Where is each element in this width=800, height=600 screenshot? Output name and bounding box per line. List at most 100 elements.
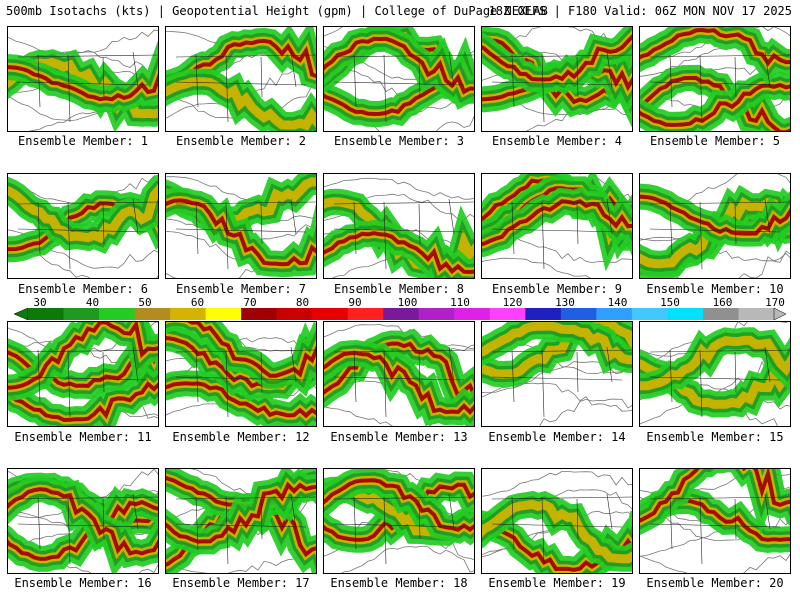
ensemble-member-label: Ensemble Member: 13 — [330, 430, 468, 444]
jet-stream-map — [8, 322, 158, 426]
jet-stream-map — [166, 469, 316, 573]
ensemble-map-panel — [165, 321, 317, 427]
isotach-band — [482, 198, 632, 247]
colorbar-segment — [596, 308, 633, 320]
jet-stream-map — [482, 471, 632, 573]
ensemble-map-panel — [165, 26, 317, 132]
ensemble-map-panel — [323, 173, 475, 279]
colorbar-tick-label: 50 — [138, 296, 152, 309]
height-contour — [482, 257, 618, 278]
map-boundaries — [649, 346, 790, 418]
ensemble-map-panel — [481, 468, 633, 574]
map-boundaries — [175, 51, 316, 123]
isotach-band — [324, 231, 474, 275]
colorbar-segment — [134, 308, 171, 320]
ensemble-map-panel — [7, 321, 159, 427]
ensemble-map-panel — [323, 26, 475, 132]
colorbar-segment — [454, 308, 491, 320]
ensemble-map-panel — [639, 173, 791, 279]
ensemble-member-label: Ensemble Member: 8 — [333, 282, 465, 296]
ensemble-member-label: Ensemble Member: 5 — [649, 134, 781, 148]
ensemble-member-label: Ensemble Member: 20 — [646, 576, 784, 590]
ensemble-map-panel — [481, 173, 633, 279]
jet-stream-map — [324, 27, 474, 131]
ensemble-member-label: Ensemble Member: 4 — [491, 134, 623, 148]
ensemble-map-panel — [639, 468, 791, 574]
colorbar-segment — [63, 308, 100, 320]
isotach-band — [166, 381, 316, 419]
colorbar — [14, 308, 786, 320]
ensemble-map-panel — [7, 468, 159, 574]
map-boundaries — [649, 198, 790, 270]
ensemble-member-label: Ensemble Member: 1 — [17, 134, 149, 148]
map-boundaries — [17, 198, 158, 270]
map-boundaries — [649, 493, 790, 565]
ensemble-member-label: Ensemble Member: 9 — [491, 282, 623, 296]
colorbar-tick-label: 140 — [607, 296, 628, 309]
map-boundaries — [649, 51, 790, 123]
isotach-band — [8, 487, 158, 556]
ensemble-map-panel — [7, 26, 159, 132]
map-boundaries — [333, 493, 474, 565]
isotach-band — [166, 198, 316, 267]
ensemble-map-panel — [481, 26, 633, 132]
ensemble-member-label: Ensemble Member: 15 — [646, 430, 784, 444]
colorbar-segment — [241, 308, 278, 320]
jet-stream-map — [8, 29, 158, 131]
jet-stream-map — [324, 469, 474, 573]
isotach-band — [166, 77, 316, 131]
colorbar-max-arrow — [773, 308, 786, 320]
ensemble-member-label: Ensemble Member: 11 — [14, 430, 152, 444]
jet-stream-map — [640, 27, 790, 131]
height-contour — [8, 29, 158, 55]
map-boundaries — [491, 51, 632, 123]
height-contour — [482, 471, 632, 497]
height-contour — [539, 398, 632, 426]
isotach-band — [482, 322, 632, 365]
jet-stream-map — [166, 174, 316, 278]
isotach-band — [640, 469, 790, 523]
isotach-band — [482, 34, 632, 82]
ensemble-member-label: Ensemble Member: 12 — [172, 430, 310, 444]
ensemble-map-panel — [165, 173, 317, 279]
colorbar-tick-label: 90 — [348, 296, 362, 309]
map-boundaries — [17, 51, 158, 123]
colorbar-segment — [631, 308, 668, 320]
ensemble-member-label: Ensemble Member: 6 — [17, 282, 149, 296]
colorbar-segment — [560, 308, 597, 320]
colorbar-segment — [205, 308, 242, 320]
colorbar-segment — [667, 308, 704, 320]
colorbar-tick-label: 120 — [502, 296, 523, 309]
jet-stream-map — [640, 469, 790, 573]
colorbar-tick-label: 30 — [33, 296, 47, 309]
colorbar-tick-label: 170 — [765, 296, 785, 309]
colorbar-segment — [383, 308, 420, 320]
map-boundaries — [491, 198, 632, 270]
jet-stream-map — [8, 469, 158, 573]
ensemble-map-panel — [7, 173, 159, 279]
height-contour — [341, 545, 474, 573]
colorbar-tick-label: 160 — [712, 296, 733, 309]
ensemble-map-panel — [165, 468, 317, 574]
isotach-band — [8, 65, 158, 102]
map-boundaries — [175, 346, 316, 418]
map-boundaries — [17, 493, 158, 565]
colorbar-tick-label: 110 — [450, 296, 470, 309]
height-contour — [640, 236, 790, 262]
jet-stream-map — [640, 322, 790, 426]
jet-stream-map — [482, 27, 632, 131]
height-contour — [482, 382, 632, 412]
colorbar-tick-label: 130 — [555, 296, 575, 309]
colorbar-min-arrow — [14, 308, 29, 320]
colorbar-segment — [312, 308, 349, 320]
isotach-band — [324, 36, 474, 95]
isotach-band — [640, 75, 790, 131]
height-contour — [525, 108, 632, 131]
chart-title: 500mb Isotachs (kts) | Geopotential Heig… — [6, 4, 548, 18]
colorbar-tick-label: 150 — [660, 296, 680, 309]
map-boundaries — [17, 346, 158, 418]
ensemble-member-label: Ensemble Member: 17 — [172, 576, 310, 590]
ensemble-map-panel — [639, 26, 791, 132]
isotach-band — [8, 184, 158, 244]
isotach-band — [324, 350, 474, 415]
